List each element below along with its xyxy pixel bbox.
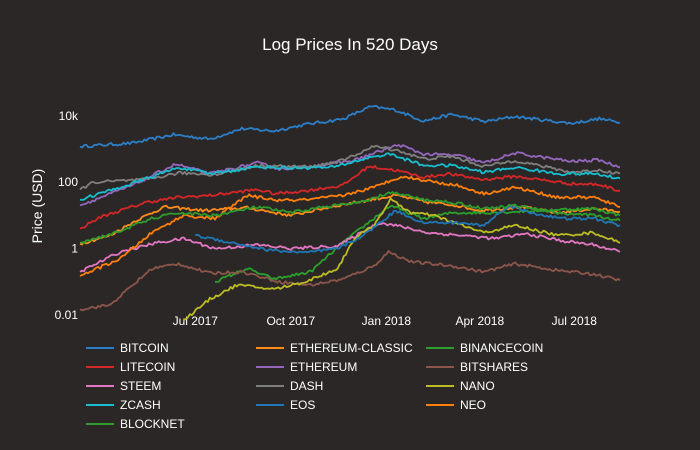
series-line-neo [79, 175, 621, 277]
legend-label: DASH [290, 379, 323, 393]
legend-item-steem[interactable]: STEEM [86, 379, 161, 393]
series-line-dash [79, 144, 621, 191]
legend-label: ZCASH [120, 398, 161, 412]
legend-item-ethereum-classic[interactable]: ETHEREUM-CLASSIC [256, 341, 413, 355]
series-line-steem [79, 222, 621, 273]
legend-label: BLOCKNET [120, 417, 185, 431]
x-tick-label: Oct 2017 [266, 314, 315, 328]
legend-label: ETHEREUM [290, 360, 357, 374]
legend-label: LITECOIN [120, 360, 175, 374]
legend-item-binancecoin[interactable]: BINANCECOIN [426, 341, 543, 355]
plot-area [79, 105, 621, 321]
y-tick-label: 1 [71, 242, 78, 256]
legend-item-dash[interactable]: DASH [256, 379, 323, 393]
y-tick-label: 10k [59, 109, 79, 123]
series-line-zcash [79, 152, 621, 201]
legend-item-eos[interactable]: EOS [256, 398, 315, 412]
y-tick-label: 100 [58, 175, 78, 189]
x-axis: Jul 2017 Oct 2017 Jan 2018 Apr 2018 Jul 2018 [173, 314, 598, 328]
legend-item-bitcoin[interactable]: BITCOIN [86, 341, 169, 355]
legend-label: NANO [460, 379, 495, 393]
legend-label: BINANCECOIN [460, 341, 543, 355]
legend-item-nano[interactable]: NANO [426, 379, 495, 393]
chart-title: Log Prices In 520 Days [262, 35, 438, 54]
series-line-litecoin [79, 165, 620, 230]
series-line-bitshares [79, 250, 621, 312]
legend[interactable]: BITCOIN ETHEREUM-CLASSIC BINANCECOIN LITECO… [86, 341, 543, 431]
y-tick-label: 0.01 [55, 308, 79, 322]
legend-item-litecoin[interactable]: LITECOIN [86, 360, 175, 374]
legend-item-neo[interactable]: NEO [426, 398, 486, 412]
series-line-bitcoin [79, 105, 621, 149]
legend-label: NEO [460, 398, 486, 412]
x-tick-label: Apr 2018 [455, 314, 504, 328]
y-axis-title: Price (USD) [29, 169, 45, 244]
legend-item-ethereum[interactable]: ETHEREUM [256, 360, 357, 374]
x-tick-label: Jul 2018 [552, 314, 598, 328]
series-line-blocknet [79, 191, 621, 244]
x-tick-label: Jan 2018 [362, 314, 412, 328]
legend-item-blocknet[interactable]: BLOCKNET [86, 417, 185, 431]
legend-label: EOS [290, 398, 315, 412]
legend-label: BITCOIN [120, 341, 169, 355]
series-line-ethereum [79, 144, 621, 207]
legend-label: ETHEREUM-CLASSIC [290, 341, 413, 355]
series-line-nano [183, 197, 621, 321]
legend-label: BITSHARES [460, 360, 528, 374]
y-axis: 10k 100 1 0.01 [55, 109, 79, 322]
legend-item-zcash[interactable]: ZCASH [86, 398, 161, 412]
legend-item-bitshares[interactable]: BITSHARES [426, 360, 528, 374]
series-line-eos [194, 204, 621, 254]
x-tick-label: Jul 2017 [173, 314, 219, 328]
legend-label: STEEM [120, 379, 161, 393]
series-line-binancecoin [214, 204, 621, 283]
